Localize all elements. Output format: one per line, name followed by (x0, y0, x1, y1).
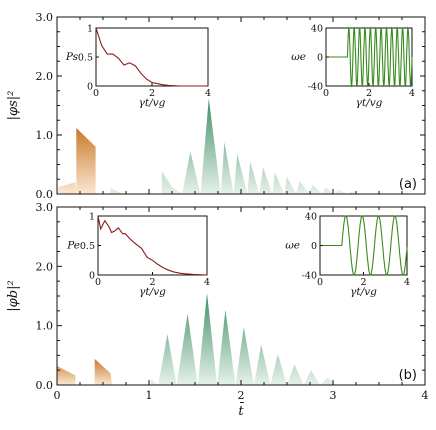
panel-a-ylabel: |φs|² (6, 91, 21, 121)
panel-b-yticks: 0.0 1.0 2.0 3.0 (36, 201, 425, 392)
inset-x-tick-label: 2 (149, 277, 155, 288)
x-tick-label: 4 (422, 389, 429, 402)
y-tick-label: 3.0 (36, 11, 54, 24)
panel-b-orange-area (57, 358, 113, 385)
inset-y-tick-label: 40 (311, 24, 323, 35)
inset-xlabel: γt/vg (356, 97, 383, 109)
inset-x-tick-label: 4 (205, 88, 211, 99)
inset-y-tick-label: 40 (305, 212, 317, 223)
inset-ylabel: Ps (65, 51, 79, 63)
inset-x-tick-label: 0 (95, 277, 101, 288)
inset-curve (95, 27, 208, 87)
y-tick-label: 2.0 (36, 70, 54, 83)
y-tick-label: 0.0 (36, 188, 54, 201)
panel-b-xlabel: t̄ (238, 402, 244, 419)
inset-x-tick-label: 2 (149, 88, 155, 99)
x-tick-label: 1 (146, 389, 153, 402)
inset-x-tick-label: 4 (404, 277, 410, 288)
y-tick-label: 3.0 (36, 201, 54, 214)
panel-a-label: (a) (399, 177, 417, 192)
inset-y-tick-label: 0 (89, 271, 95, 282)
inset-x-tick-label: 4 (204, 277, 210, 288)
x-tick-label: 2 (238, 389, 245, 402)
inset-y-tick-label: -40 (308, 82, 323, 93)
inset-xlabel: γt/vg (139, 286, 166, 298)
panel-b-areas (57, 293, 337, 385)
inset-y-tick-label: 1 (89, 212, 95, 223)
x-tick-label: 0 (54, 389, 61, 402)
x-tick-label: 3 (330, 389, 337, 402)
inset-y-tick-label: 0 (311, 241, 317, 252)
y-tick-label: 1.0 (36, 129, 54, 142)
panel-b-inset-pe: 0 2 4 0 0.5 1 Pe γt/vg (66, 212, 210, 299)
inset-x-tick-label: 0 (317, 277, 323, 288)
inset-y-tick-label: 0 (317, 53, 323, 64)
inset-curve (97, 215, 208, 276)
inset-y-tick-label: 1 (87, 24, 93, 35)
inset-ylabel: Pe (66, 240, 80, 252)
inset-y-tick-label: 0 (87, 82, 93, 93)
inset-y-tick-label: 0.5 (78, 53, 93, 64)
inset-x-tick-label: 0 (323, 88, 329, 99)
inset-x-tick-label: 4 (409, 88, 415, 99)
inset-frame (95, 27, 209, 87)
panel-b-xticks: 0 1 2 3 4 (54, 207, 429, 402)
panel-b-green-area (150, 293, 337, 385)
panel-a-inset-ps: 0 2 4 0 0.5 1 Ps γt/vg (65, 24, 211, 110)
y-tick-label: 2.0 (36, 260, 54, 273)
inset-xlabel: γt/vg (139, 97, 166, 109)
inset-curve (326, 26, 413, 88)
y-tick-label: 1.0 (36, 320, 54, 333)
inset-y-tick-label: -40 (302, 271, 317, 282)
panel-b-ylabel: |φb|² (6, 280, 21, 311)
panel-a-areas (57, 98, 361, 194)
inset-frame (97, 215, 208, 276)
inset-ylabel: ωe (285, 240, 300, 252)
panel-a-green-area (161, 98, 361, 194)
panel-a-xticks (56, 17, 426, 194)
y-tick-label: 0.0 (36, 379, 54, 392)
panel-a-yticks: 0.0 1.0 2.0 3.0 (36, 11, 425, 201)
inset-curve (320, 215, 408, 276)
inset-ylabel: ωe (291, 51, 306, 63)
inset-x-tick-label: 2 (366, 88, 372, 99)
inset-x-tick-label: 0 (93, 88, 99, 99)
inset-y-tick-label: 0.5 (80, 241, 95, 252)
inset-x-tick-label: 2 (360, 277, 366, 288)
inset-xlabel: γt/vg (350, 286, 377, 298)
panel-b-label: (b) (399, 368, 417, 383)
panel-a-orange-area (57, 127, 124, 194)
